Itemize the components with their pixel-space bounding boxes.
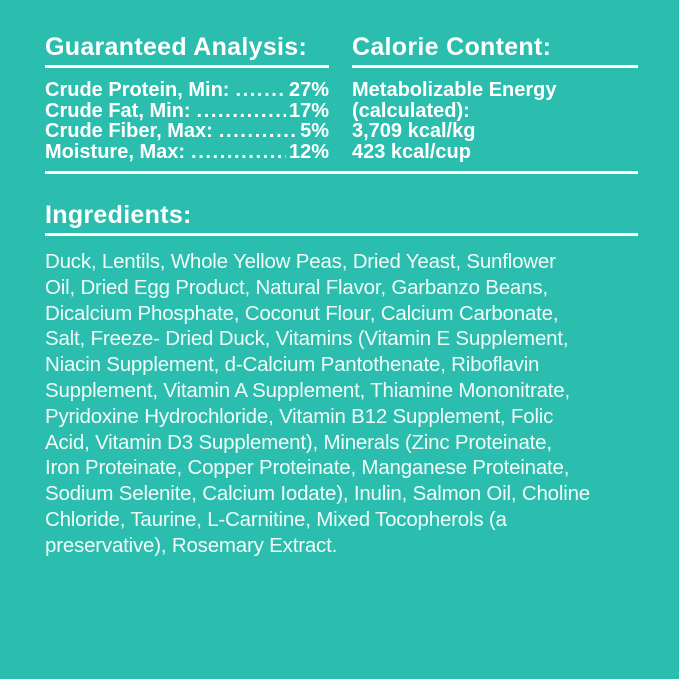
dot-leader: ........................................…	[235, 80, 286, 101]
analysis-row-crude-fat: Crude Fat, Min: ........................…	[45, 99, 329, 122]
analysis-calorie-section: Guaranteed Analysis: Crude Protein, Min:…	[45, 33, 638, 162]
ingredients-section: Ingredients: Duck, Lentils, Whole Yellow…	[45, 201, 638, 559]
ingredients-line: Pyridoxine Hydrochloride, Vitamin B12 Su…	[45, 404, 554, 428]
guaranteed-analysis-section: Guaranteed Analysis: Crude Protein, Min:…	[45, 33, 329, 162]
ingredients-line: Sodium Selenite, Calcium Iodate), Inulin…	[45, 482, 590, 506]
ingredients-line: Duck, Lentils, Whole Yellow Peas, Dried …	[45, 250, 556, 273]
ingredients-line: Dicalcium Phosphate, Coconut Flour, Calc…	[45, 301, 559, 325]
section-divider	[45, 171, 638, 174]
analysis-row-label: Crude Fat, Min:	[45, 99, 191, 122]
dot-leader: ........................................…	[196, 100, 286, 121]
analysis-row-value: 5%	[300, 120, 329, 142]
calorie-content-title: Calorie Content:	[352, 33, 552, 61]
analysis-row-moisture: Moisture, Max: .........................…	[45, 140, 329, 163]
calorie-content-lines: Metabolizable Energy (calculated): 3,709…	[352, 80, 638, 162]
title-underline	[45, 233, 638, 236]
analysis-row-label: Crude Protein, Min:	[45, 79, 230, 101]
analysis-row-crude-protein: Crude Protein, Min: ....................…	[45, 80, 329, 101]
label-content: Guaranteed Analysis: Crude Protein, Min:…	[45, 33, 638, 559]
ingredients-line: Acid, Vitamin D3 Supplement), Minerals (…	[45, 430, 552, 454]
analysis-row-value: 12%	[288, 140, 329, 163]
calorie-line-calculated: (calculated):	[352, 99, 470, 122]
ingredients-line: Salt, Freeze- Dried Duck, Vitamins (Vita…	[45, 327, 569, 351]
dot-leader: ........................................…	[218, 121, 298, 142]
ingredients-title: Ingredients:	[45, 201, 192, 229]
calorie-line-kcal-cup: 423 kcal/cup	[352, 140, 471, 163]
dot-leader: ........................................…	[191, 141, 286, 162]
analysis-row-label: Moisture, Max:	[45, 140, 186, 163]
ingredients-line: Supplement, Vitamin A Supplement, Thiami…	[45, 378, 570, 402]
ingredients-text: Duck, Lentils, Whole Yellow Peas, Dried …	[45, 249, 638, 559]
ingredients-line: preservative), Rosemary Extract.	[45, 533, 338, 557]
guaranteed-analysis-rows: Crude Protein, Min: ....................…	[45, 80, 329, 162]
ingredients-line: Chloride, Taurine, L-Carnitine, Mixed To…	[45, 507, 507, 531]
calorie-line-kcal-kg: 3,709 kcal/kg	[352, 120, 476, 142]
ingredients-line: Oil, Dried Egg Product, Natural Flavor, …	[45, 275, 548, 299]
title-underline	[352, 65, 638, 68]
calorie-line-energy: Metabolizable Energy	[352, 79, 557, 101]
title-underline	[45, 65, 329, 68]
ingredients-line: Niacin Supplement, d-Calcium Pantothenat…	[45, 353, 540, 377]
calorie-content-section: Calorie Content: Metabolizable Energy (c…	[352, 33, 638, 162]
ingredients-line: Iron Proteinate, Copper Proteinate, Mang…	[45, 456, 570, 480]
analysis-row-value: 27%	[288, 79, 329, 101]
guaranteed-analysis-title: Guaranteed Analysis:	[45, 33, 308, 61]
analysis-row-crude-fiber: Crude Fiber, Max: ......................…	[45, 121, 329, 142]
analysis-row-label: Crude Fiber, Max:	[45, 120, 213, 142]
analysis-row-value: 17%	[288, 99, 329, 122]
